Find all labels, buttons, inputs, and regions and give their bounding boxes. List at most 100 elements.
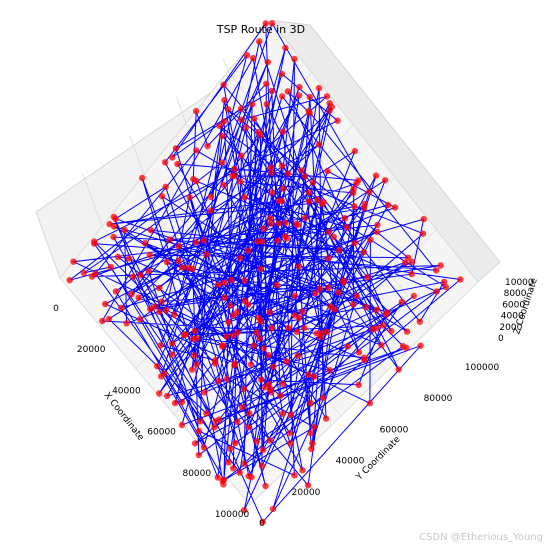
route-point <box>395 366 402 373</box>
route-point <box>278 70 286 78</box>
route-point <box>267 214 274 222</box>
route-point <box>268 324 275 332</box>
route-point <box>293 220 300 228</box>
route-point <box>305 189 313 196</box>
route-point <box>291 312 299 319</box>
route-point <box>325 255 332 262</box>
route-point <box>299 308 306 315</box>
route-point <box>306 93 313 101</box>
route-point <box>310 373 317 380</box>
route-point <box>240 460 248 467</box>
route-point <box>80 269 88 277</box>
grid-line <box>222 58 229 72</box>
route-point <box>361 204 368 212</box>
route-point <box>221 279 228 286</box>
route-point <box>106 220 113 228</box>
y-tick-label: 80000 <box>424 394 453 404</box>
route-point <box>268 87 275 95</box>
route-point <box>182 331 189 338</box>
route-point <box>269 505 277 513</box>
route-point <box>274 237 281 244</box>
watermark-text: CSDN @Etherious_Young <box>419 532 543 543</box>
route-point <box>215 377 222 385</box>
route-point <box>324 167 331 175</box>
route-point <box>294 352 301 359</box>
route-point <box>441 278 448 286</box>
route-point <box>248 101 256 108</box>
y-tick-label: 40000 <box>336 457 365 467</box>
route-point <box>241 277 248 284</box>
route-point <box>255 314 262 321</box>
route-point <box>404 254 412 261</box>
route-point <box>169 351 176 358</box>
route-point <box>66 277 73 284</box>
route-point <box>186 194 193 201</box>
route-point <box>118 304 125 311</box>
route-point <box>326 100 333 107</box>
route-point <box>211 357 219 364</box>
route-point <box>175 243 183 250</box>
chart-title: TSP Route in 3D <box>216 23 305 36</box>
route-point <box>231 165 238 173</box>
route-point <box>433 267 440 274</box>
route-point <box>277 392 284 399</box>
route-point <box>204 142 211 150</box>
route-point <box>171 399 179 407</box>
route-point <box>282 219 289 226</box>
route-point <box>302 214 309 222</box>
route-point <box>188 366 196 373</box>
route-point <box>251 115 258 122</box>
route-point <box>249 54 257 62</box>
route-point <box>366 188 373 196</box>
route-point <box>146 251 153 259</box>
route-point <box>351 203 358 210</box>
route-point <box>433 288 440 295</box>
route-point <box>366 400 374 407</box>
route-point <box>315 141 323 148</box>
route-point <box>128 290 135 298</box>
route-point <box>162 307 170 314</box>
route-point <box>268 20 276 27</box>
route-point <box>301 173 309 180</box>
grid-line <box>59 19 271 279</box>
route-point <box>220 181 227 189</box>
route-point <box>266 437 273 444</box>
route-point <box>291 472 298 479</box>
route-point <box>178 398 186 406</box>
route-point <box>419 230 427 237</box>
route-point <box>279 380 287 387</box>
route-point <box>169 154 176 161</box>
route-point <box>280 185 287 192</box>
route-point <box>282 44 289 52</box>
route-point <box>234 308 241 316</box>
route-point <box>195 427 203 435</box>
z-tick-label: 8000 <box>504 289 527 299</box>
route-point <box>154 363 161 370</box>
route-point <box>278 197 285 204</box>
x-tick-label: 80000 <box>182 469 211 479</box>
route-point <box>402 259 409 266</box>
route-point <box>110 233 117 241</box>
route-point <box>163 258 171 266</box>
x-tick-label: 20000 <box>77 345 106 355</box>
route-point <box>325 284 332 291</box>
route-point <box>322 415 330 422</box>
route-point <box>287 411 295 418</box>
route-point <box>334 117 341 124</box>
x-tick-label: 100000 <box>215 510 250 520</box>
route-point <box>231 362 238 369</box>
route-point <box>166 236 173 243</box>
route-point <box>298 167 305 174</box>
route-point <box>238 116 245 124</box>
route-point <box>355 381 362 389</box>
route-point <box>305 108 312 115</box>
route-point <box>283 358 290 365</box>
route-point <box>384 309 391 316</box>
route-point <box>275 220 282 227</box>
route-point <box>237 105 245 112</box>
route-point <box>200 444 208 451</box>
route-point <box>287 440 294 447</box>
route-point <box>172 145 180 152</box>
x-axis-label: X Coordinate <box>102 391 146 444</box>
